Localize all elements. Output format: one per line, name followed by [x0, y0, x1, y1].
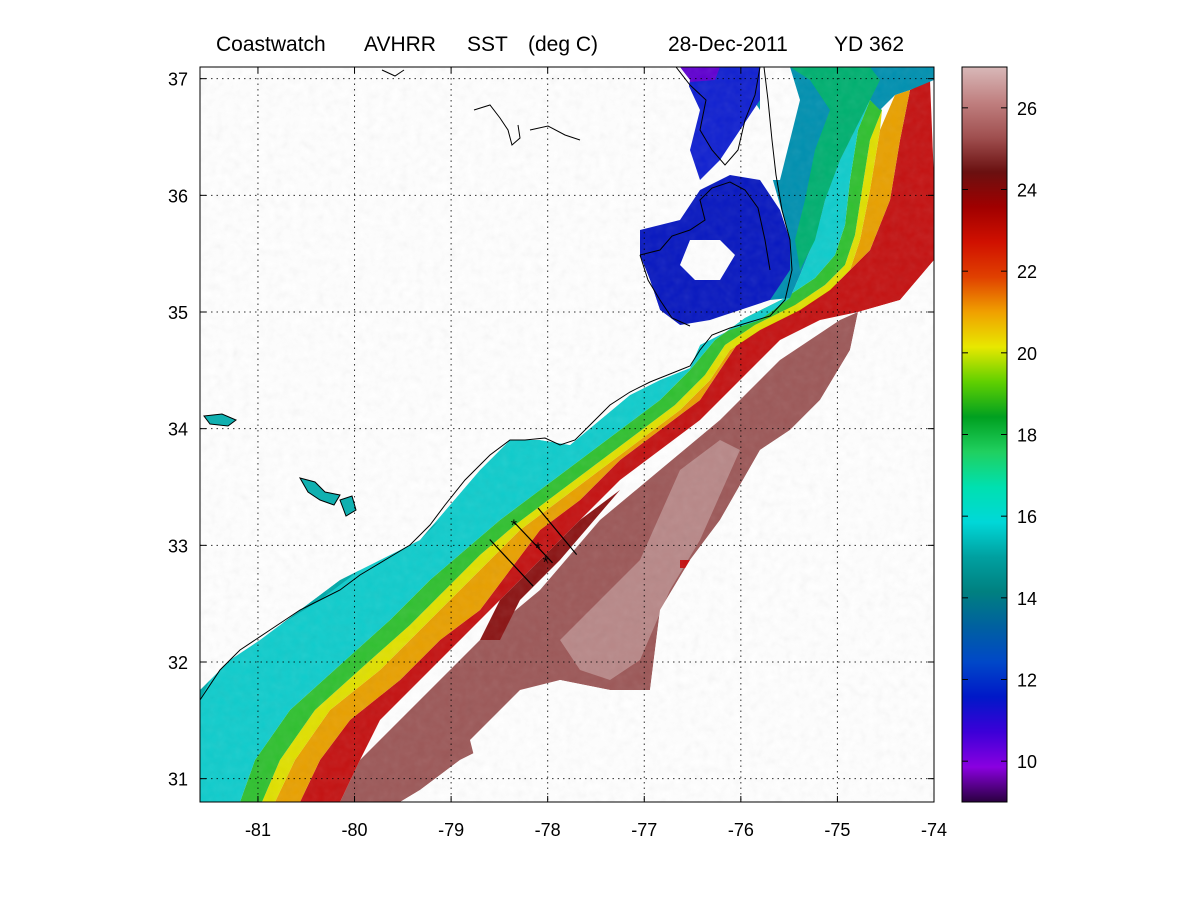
lake-outline-2: [339, 495, 357, 517]
x-tick-label: -78: [535, 820, 561, 840]
colorbar: 10 12 14 16 18 20 22 24 26: [961, 66, 1037, 803]
x-tick-label: -76: [728, 820, 754, 840]
y-tick-label: 37: [168, 70, 188, 90]
x-tick-label: -75: [824, 820, 850, 840]
y-tick-label: 36: [168, 186, 188, 206]
colorbar-tick-label: 14: [1017, 589, 1037, 609]
transect-markers: ***: [511, 517, 549, 571]
transect-line: [537, 507, 578, 556]
y-axis-ticks: 31 32 33 34 35 36 37: [168, 70, 934, 790]
y-tick-label: 33: [168, 536, 188, 556]
x-tick-label: -81: [245, 820, 271, 840]
sst-map: *** -81 -80 -79 -78 -77 -76 -75 -74 31323334353…: [168, 66, 947, 840]
colorbar-tick-label: 10: [1017, 752, 1037, 772]
lake-outline: [298, 477, 341, 506]
x-tick-label: -80: [342, 820, 368, 840]
title-product: Coastwatch: [216, 33, 326, 56]
sst-texture: [200, 67, 934, 802]
map-grid: [200, 67, 934, 802]
y-tick-label: 35: [168, 303, 188, 323]
colorbar-tick-label: 20: [1017, 344, 1037, 364]
colorbar-tick-label: 16: [1017, 507, 1037, 527]
title-variable: SST: [467, 33, 508, 56]
title-yearday: YD 362: [834, 33, 904, 56]
colorbar-tick-label: 24: [1017, 181, 1037, 201]
colorbar-tick-label: 18: [1017, 426, 1037, 446]
colorbar-gradient: [962, 67, 1007, 802]
transect-marker: *: [511, 517, 517, 534]
colorbar-tick-label: 12: [1017, 671, 1037, 691]
transect-marker: *: [535, 541, 541, 558]
figure-title: Coastwatch AVHRR SST (deg C) 28-Dec-2011…: [216, 33, 904, 56]
sst-field: ***: [200, 67, 934, 802]
colorbar-ticks: 10 12 14 16 18 20 22 24 26: [962, 99, 1037, 772]
transect-marker: *: [543, 555, 549, 572]
x-tick-label: -74: [921, 820, 947, 840]
coastline: [200, 67, 793, 701]
coastline-sounds: [639, 181, 771, 327]
river-outline-2: [381, 69, 405, 77]
y-tick-label: 32: [168, 653, 188, 673]
x-tick-label: -79: [438, 820, 464, 840]
colorbar-tick-label: 26: [1017, 99, 1037, 119]
x-axis-ticks: -81 -80 -79 -78 -77 -76 -75 -74: [245, 67, 947, 840]
coastline-chesapeake: [675, 67, 761, 166]
transect-line: [513, 521, 553, 564]
lake-outline-3: [203, 413, 237, 427]
y-tick-label: 31: [168, 770, 188, 790]
colorbar-tick-label: 22: [1017, 262, 1037, 282]
map-frame: [199, 66, 935, 803]
x-tick-label: -77: [631, 820, 657, 840]
title-date: 28-Dec-2011: [668, 33, 788, 56]
title-sensor: AVHRR: [364, 33, 436, 56]
y-tick-label: 34: [168, 420, 188, 440]
transect-line: [489, 539, 534, 587]
transect-lines: [489, 507, 578, 587]
title-units: (deg C): [528, 33, 598, 56]
river-outline-1: [473, 104, 581, 146]
